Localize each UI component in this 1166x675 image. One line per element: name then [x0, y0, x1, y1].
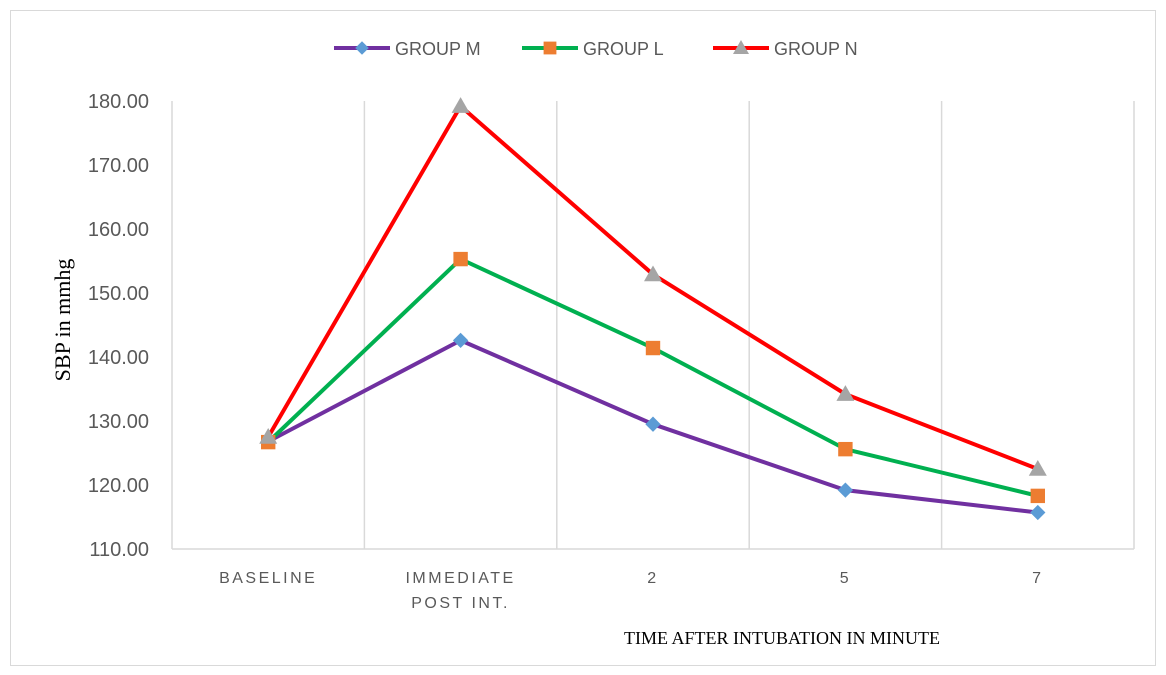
series-line	[266, 104, 1039, 471]
x-tick-label: IMMEDIATE	[405, 570, 515, 587]
series-group-l	[261, 251, 1045, 504]
x-tick-label: BASELINE	[219, 570, 317, 587]
data-point-marker	[836, 385, 855, 401]
x-tick-label: 2	[647, 570, 658, 587]
data-point-marker	[451, 97, 470, 113]
legend-marker	[355, 41, 369, 55]
x-axis-ticks: BASELINE IMMEDIATE POST INT. 2 5 7	[219, 570, 1043, 612]
data-point-marker	[1028, 460, 1047, 476]
y-tick-label: 160.00	[88, 219, 149, 241]
series-line	[266, 257, 1039, 498]
data-point-marker	[838, 441, 853, 457]
data-point-marker	[837, 482, 854, 498]
series-group-n	[259, 97, 1047, 476]
legend-item: GROUP M	[334, 39, 481, 59]
y-tick-label: 110.00	[89, 539, 149, 561]
chart-frame	[10, 10, 1156, 666]
y-tick-label: 170.00	[88, 155, 149, 177]
x-tick-label: 5	[840, 570, 851, 587]
x-axis-title: TIME AFTER INTUBATION IN MINUTE	[624, 628, 940, 648]
y-tick-label: 130.00	[88, 411, 149, 433]
data-point-marker	[1030, 504, 1046, 521]
data-point-marker	[452, 332, 469, 349]
data-point-marker	[645, 340, 661, 356]
data-point-marker	[453, 251, 468, 267]
data-point-marker	[1030, 488, 1045, 504]
x-tick-label: POST INT.	[411, 595, 510, 612]
y-tick-label: 140.00	[88, 347, 149, 369]
gridlines	[171, 101, 1135, 550]
y-axis-title: SBP in mmhg	[50, 259, 75, 382]
y-axis-ticks: 110.00 120.00 130.00 140.00 150.00 160.00 170.…	[88, 91, 149, 561]
legend: GROUP M GROUP L GROUP N	[334, 39, 858, 59]
data-point-marker	[259, 428, 278, 444]
data-point-marker	[645, 416, 661, 432]
legend-label: GROUP M	[395, 39, 481, 59]
legend-marker	[543, 41, 557, 55]
legend-label: GROUP N	[774, 39, 858, 59]
series-group	[259, 97, 1047, 521]
legend-item: GROUP N	[713, 39, 858, 59]
x-tick-label: 7	[1032, 570, 1043, 587]
data-point-marker	[644, 265, 662, 282]
legend-item: GROUP L	[522, 39, 664, 59]
y-tick-label: 120.00	[88, 475, 149, 497]
y-tick-label: 180.00	[88, 91, 149, 113]
y-tick-label: 150.00	[88, 283, 149, 305]
legend-label: GROUP L	[583, 39, 664, 59]
legend-marker	[733, 40, 749, 54]
